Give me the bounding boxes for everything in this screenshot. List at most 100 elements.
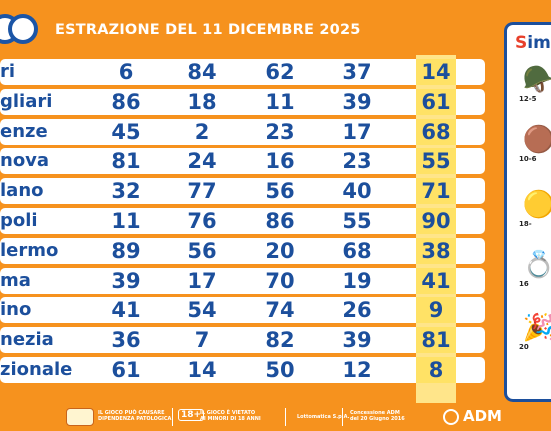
number-cell: 40	[342, 179, 372, 204]
symbol-caption: 18-	[519, 220, 532, 228]
lotto-logo	[0, 14, 38, 48]
number-cell: 74	[265, 298, 295, 323]
number-cell: 7	[194, 328, 210, 353]
number-cell: 17	[187, 268, 217, 293]
number-cell: 45	[111, 119, 141, 144]
symbol-caption: 10-6	[519, 155, 537, 163]
number-cell: 55	[342, 208, 372, 233]
table-row: ma 39 17 70 19 41	[0, 267, 485, 294]
number-cell-fifth: 9	[416, 297, 456, 324]
number-cell: 17	[342, 119, 372, 144]
symbol-caption: 16	[519, 280, 529, 288]
number-cell: 50	[265, 357, 295, 382]
concession-info: Concessione ADM del 20 Giugno 2016	[350, 410, 405, 422]
number-cell: 86	[265, 208, 295, 233]
ring-icon: 💍16	[517, 250, 551, 288]
city-name: poli	[0, 209, 38, 231]
number-cell: 11	[111, 208, 141, 233]
table-row: zionale 61 14 50 12 8	[0, 356, 485, 383]
number-cell: 26	[342, 298, 372, 323]
number-cell: 61	[111, 357, 141, 382]
number-cell-fifth: 38	[416, 237, 456, 264]
number-cell: 39	[111, 268, 141, 293]
table-row: lermo 89 56 20 68 38	[0, 237, 485, 264]
number-cell: 19	[342, 268, 372, 293]
city-name: ino	[0, 299, 32, 321]
number-cell: 84	[187, 60, 217, 84]
number-cell-fifth: 8	[416, 356, 456, 383]
cookie-man-icon: 🟤10-6	[517, 125, 551, 163]
symbol-caption: 12-5	[519, 95, 537, 103]
table-row: ri 6 84 62 37 14	[0, 59, 485, 85]
number-cell: 41	[111, 298, 141, 323]
army-helmet-icon: 🪖12-5	[517, 65, 551, 103]
footer: IL GIOCO PUÒ CAUSARE DIPENDENZA PATOLOGI…	[0, 403, 551, 431]
number-cell: 56	[265, 179, 295, 204]
number-cell: 2	[194, 119, 210, 144]
city-name: enze	[0, 120, 48, 142]
age-badge: 18+	[178, 409, 205, 421]
number-cell-fifth: 61	[416, 88, 456, 115]
table-row: poli 11 76 86 55 90	[0, 207, 485, 234]
number-cell: 86	[111, 89, 141, 114]
city-name: lermo	[0, 239, 59, 261]
number-cell: 23	[265, 119, 295, 144]
table-row: ino 41 54 74 26 9	[0, 297, 485, 324]
city-name: lano	[0, 180, 44, 202]
number-cell: 54	[187, 298, 217, 323]
symbol-caption: 20	[519, 343, 529, 351]
city-name: gliari	[0, 90, 53, 112]
number-cell-fifth: 90	[416, 207, 456, 234]
number-cell: 32	[111, 179, 141, 204]
gamble-warning: IL GIOCO PUÒ CAUSARE DIPENDENZA PATOLOGI…	[98, 410, 172, 422]
company-name: Lottomatica S.p.A.	[297, 414, 350, 420]
number-cell: 76	[187, 208, 217, 233]
adm-emblem-icon	[443, 409, 459, 425]
number-cell: 18	[187, 89, 217, 114]
number-cell: 89	[111, 238, 141, 263]
table-row: enze 45 2 23 17 68	[0, 118, 485, 145]
number-cell: 39	[342, 89, 372, 114]
number-cell: 12	[342, 357, 372, 382]
number-cell-fifth: 14	[416, 59, 456, 85]
coin-icon: 🟡18-	[517, 190, 551, 228]
number-cell-fifth: 55	[416, 148, 456, 175]
number-cell: 11	[265, 89, 295, 114]
symbols-panel: Simb 🪖12-5 🟤10-6 🟡18- 💍16 🎉20	[504, 22, 551, 402]
number-cell: 82	[265, 328, 295, 353]
number-cell: 68	[342, 238, 372, 263]
number-cell: 70	[265, 268, 295, 293]
number-cell: 36	[111, 328, 141, 353]
table-row: lano 32 77 56 40 71	[0, 178, 485, 205]
adm-logo: ADM	[463, 407, 502, 425]
page-title: ESTRAZIONE DEL 11 DICEMBRE 2025	[55, 22, 361, 38]
city-name: nezia	[0, 329, 54, 351]
city-name: nova	[0, 150, 50, 172]
city-name: ri	[0, 61, 16, 82]
city-name: ma	[0, 269, 31, 291]
number-cell: 23	[342, 149, 372, 174]
symbols-panel-title: Simb	[515, 33, 551, 53]
number-cell: 20	[265, 238, 295, 263]
number-cell-fifth: 81	[416, 327, 456, 354]
number-cell: 62	[265, 60, 295, 84]
number-cell: 77	[187, 179, 217, 204]
number-cell: 16	[265, 149, 295, 174]
number-cell: 39	[342, 328, 372, 353]
number-cell-fifth: 71	[416, 178, 456, 205]
number-cell: 24	[187, 149, 217, 174]
results-table: ri 6 84 62 37 14 gliari 86 18 11 39 61 enze 45 2 23 17 68…	[0, 59, 490, 387]
number-cell: 56	[187, 238, 217, 263]
gamble-responsibly-logo	[66, 408, 94, 426]
number-cell: 37	[342, 60, 372, 84]
number-cell-fifth: 68	[416, 118, 456, 145]
table-row: nova 81 24 16 23 55	[0, 148, 485, 175]
table-row: nezia 36 7 82 39 81	[0, 327, 485, 354]
number-cell: 81	[111, 149, 141, 174]
number-cell: 14	[187, 357, 217, 382]
number-cell-fifth: 41	[416, 267, 456, 294]
party-hat-icon: 🎉20	[517, 313, 551, 351]
table-row: gliari 86 18 11 39 61	[0, 88, 485, 115]
number-cell: 6	[118, 60, 134, 84]
minors-warning: IL GIOCO È VIETATO AI MINORI DI 18 ANNI	[200, 410, 261, 422]
